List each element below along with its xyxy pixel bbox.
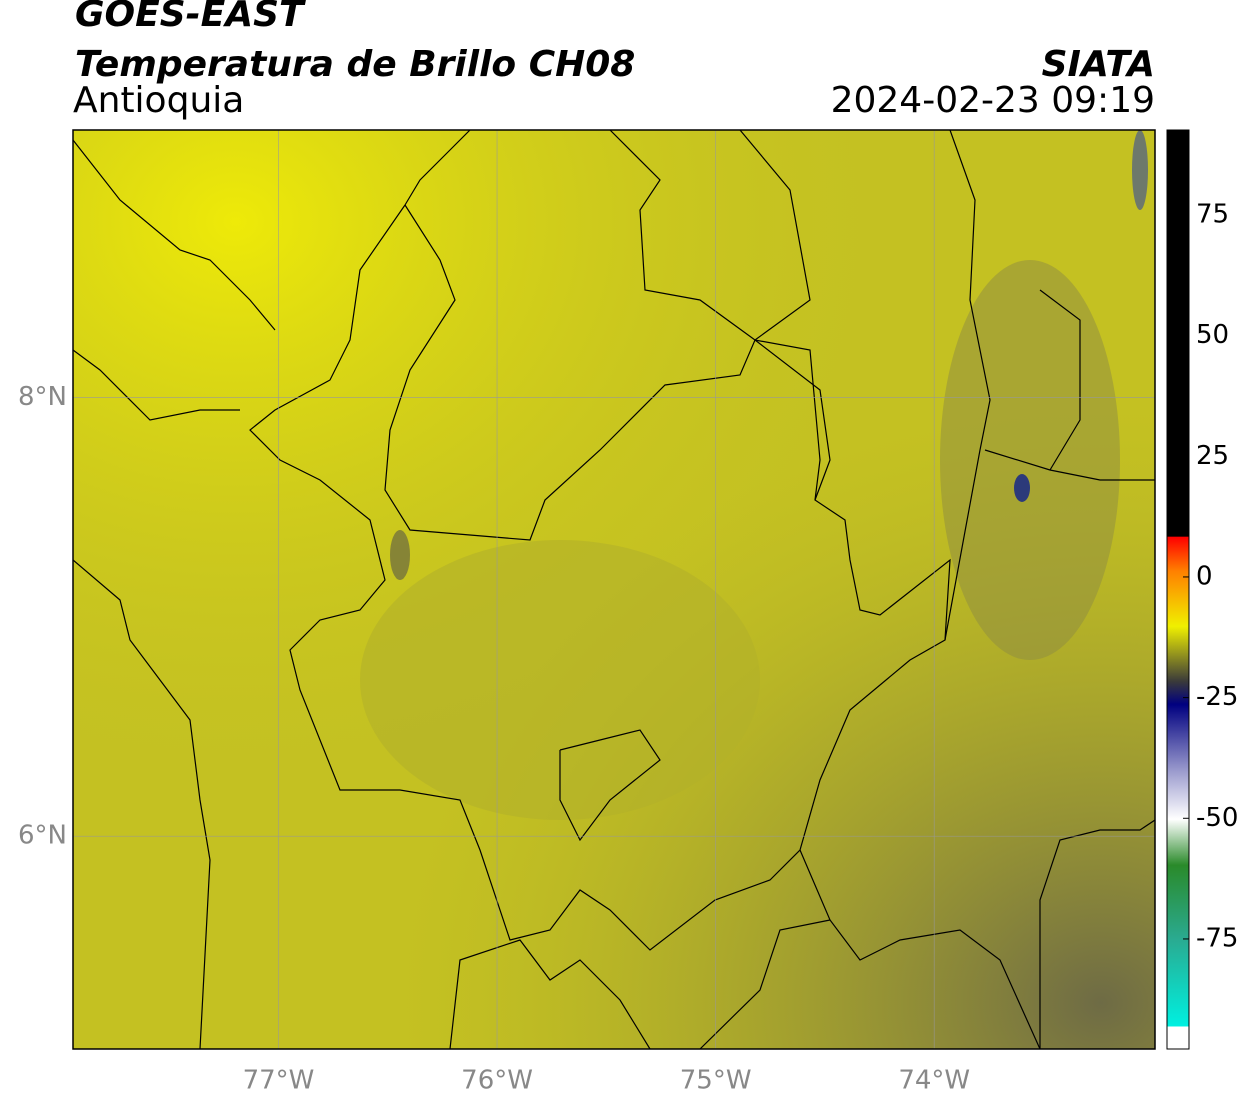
region: Antioquia (73, 80, 244, 121)
colorbar-tick-label: -75 (1196, 923, 1238, 953)
x-tick-label: 75°W (680, 1066, 752, 1096)
colorbar-tick-label: 25 (1196, 441, 1229, 471)
timestamp: 2024-02-23 09:19 (831, 80, 1155, 121)
x-tick-label: 77°W (243, 1066, 315, 1096)
x-tick-label: 76°W (461, 1066, 533, 1096)
colorbar-tick-label: 50 (1196, 320, 1229, 350)
x-tick-label: 74°W (898, 1066, 970, 1096)
y-tick-label: 6°N (18, 821, 67, 851)
cold-cloud (390, 530, 410, 580)
cloud-area (360, 540, 760, 820)
grid (73, 130, 1155, 1049)
colorbar (1166, 129, 1190, 1050)
cold-cloud (1132, 130, 1148, 210)
colorbar-tick-label: 75 (1196, 199, 1229, 229)
colorbar-tick-label: 0 (1196, 561, 1213, 591)
cloud-area (940, 260, 1120, 660)
borders (73, 130, 1155, 1049)
map-frame (72, 129, 1156, 1050)
cold-cloud (1014, 474, 1030, 502)
y-tick-label: 8°N (18, 382, 67, 412)
title: GOES-EAST (75, 0, 306, 35)
colorbar-tick-label: -25 (1196, 682, 1238, 712)
source: SIATA (1042, 44, 1155, 85)
subtitle: Temperatura de Brillo CH08 (75, 44, 635, 85)
map-image (73, 130, 1155, 1049)
colorbar-tick-label: -50 (1196, 803, 1238, 833)
